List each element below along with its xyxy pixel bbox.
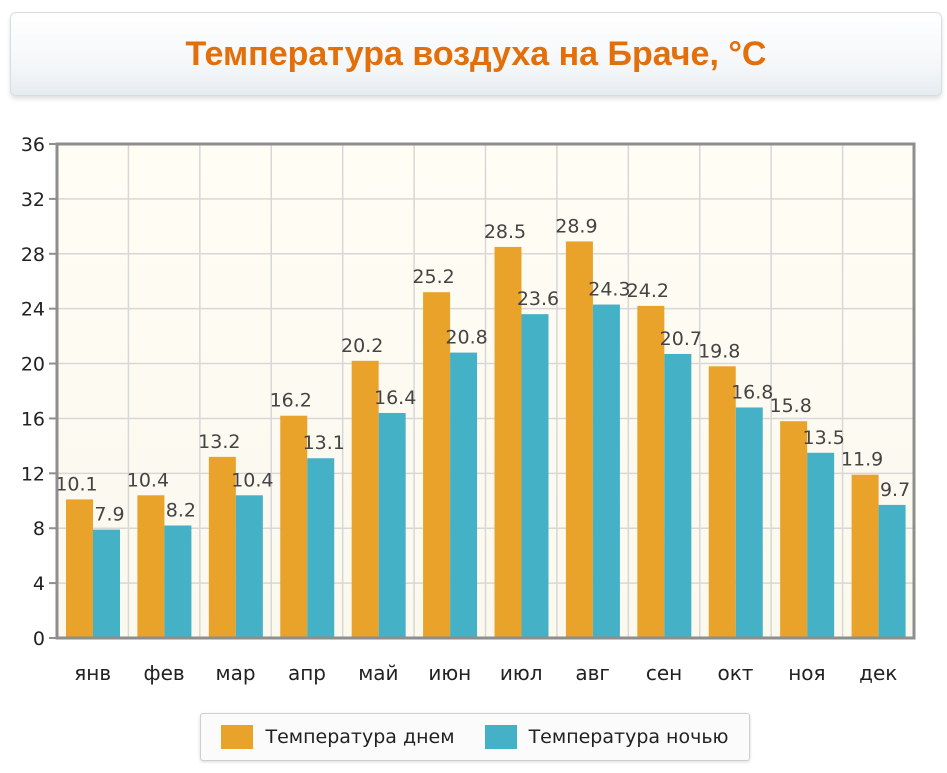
- data-label-night: 10.4: [231, 469, 273, 491]
- x-tick-label: май: [358, 661, 398, 685]
- y-tick-label: 12: [21, 463, 45, 485]
- bar-day[interactable]: [637, 305, 665, 638]
- data-label-day: 10.1: [55, 473, 97, 495]
- bar-night[interactable]: [378, 412, 406, 638]
- data-label-night: 13.1: [303, 432, 345, 454]
- y-tick-label: 8: [33, 518, 45, 540]
- bar-night[interactable]: [93, 529, 120, 638]
- bar-day[interactable]: [208, 456, 236, 638]
- bar-night[interactable]: [164, 525, 192, 638]
- bar-day[interactable]: [708, 366, 736, 638]
- y-tick-label: 24: [21, 299, 45, 321]
- y-tick-label: 20: [21, 354, 45, 376]
- data-label-night: 24.3: [588, 279, 630, 301]
- bar-night[interactable]: [521, 314, 549, 638]
- data-label-night: 16.4: [374, 387, 416, 409]
- data-label-night: 7.9: [94, 504, 124, 526]
- y-tick-label: 4: [33, 573, 45, 595]
- legend-swatch-night: [484, 725, 517, 749]
- legend-item-day[interactable]: Температура днем: [221, 725, 455, 749]
- data-label-night: 20.8: [445, 327, 487, 349]
- x-tick-label: апр: [288, 661, 326, 685]
- y-tick-label: 32: [21, 189, 45, 211]
- y-tick-label: 16: [21, 408, 45, 430]
- x-tick-label: сен: [646, 661, 682, 685]
- data-label-night: 8.2: [166, 499, 196, 521]
- bar-day[interactable]: [780, 421, 808, 638]
- y-tick-label: 0: [33, 628, 45, 650]
- legend-label-night: Температура ночью: [528, 726, 729, 748]
- data-label-day: 16.2: [270, 390, 312, 412]
- data-label-day: 10.4: [127, 469, 169, 491]
- chart-title-bar: Температура воздуха на Браче, °C: [10, 12, 942, 96]
- bar-day[interactable]: [851, 474, 879, 638]
- bar-night[interactable]: [664, 353, 692, 638]
- data-label-night: 16.8: [731, 381, 773, 403]
- chart-title: Температура воздуха на Браче, °C: [185, 34, 767, 73]
- x-tick-label: мар: [216, 661, 256, 685]
- data-label-night: 23.6: [517, 288, 559, 310]
- data-label-day: 15.8: [770, 395, 812, 417]
- bars: [66, 241, 906, 638]
- bar-night[interactable]: [235, 495, 263, 638]
- data-label-day: 28.9: [555, 215, 597, 237]
- y-tick-label: 36: [21, 134, 45, 156]
- x-tick-label: ноя: [788, 661, 825, 685]
- data-label-day: 13.2: [198, 431, 240, 453]
- legend-label-day: Температура днем: [265, 726, 455, 748]
- y-tick-label: 28: [21, 244, 45, 266]
- x-tick-label: окт: [717, 661, 753, 685]
- x-tick-label: фев: [144, 661, 185, 685]
- legend-swatch-day: [221, 725, 254, 749]
- bar-night[interactable]: [735, 407, 763, 638]
- x-tick-label: июл: [500, 661, 543, 685]
- data-label-day: 19.8: [698, 340, 740, 362]
- x-tick-label: авг: [575, 661, 610, 685]
- bar-day[interactable]: [66, 499, 93, 638]
- bar-night[interactable]: [450, 352, 478, 638]
- bar-day[interactable]: [137, 495, 165, 638]
- bar-day[interactable]: [565, 241, 593, 638]
- bar-night[interactable]: [878, 504, 906, 638]
- data-label-day: 24.2: [627, 280, 669, 302]
- data-labels: 10.1 10.4 13.2 16.2 20.2 25.2 28.5 28.9 24.2 19.8…: [55, 215, 910, 525]
- data-label-day: 25.2: [412, 266, 454, 288]
- bar-day[interactable]: [351, 360, 379, 638]
- x-tick-label: июн: [428, 661, 471, 685]
- x-axis: янв фев мар апр май июн июл авг сен окт ноя дек: [74, 661, 897, 685]
- data-label-day: 11.9: [841, 449, 883, 471]
- bar-day[interactable]: [423, 292, 451, 638]
- data-label-day: 20.2: [341, 335, 383, 357]
- legend: Температура днем Температура ночью: [200, 713, 750, 761]
- bar-day[interactable]: [280, 415, 308, 638]
- bar-night[interactable]: [807, 452, 835, 638]
- legend-item-night[interactable]: Температура ночью: [484, 725, 729, 749]
- data-label-day: 28.5: [484, 221, 526, 243]
- bar-night[interactable]: [307, 458, 335, 638]
- x-tick-label: янв: [74, 661, 111, 685]
- x-tick-label: дек: [859, 661, 897, 685]
- bar-day[interactable]: [494, 246, 522, 638]
- data-label-night: 13.5: [803, 427, 845, 449]
- data-label-night: 9.7: [880, 479, 910, 501]
- plot-frame: [55, 142, 916, 640]
- bar-night[interactable]: [592, 304, 620, 638]
- y-axis: 0 4 8 12 16 20 24 28 32 36: [21, 134, 57, 650]
- data-label-night: 20.7: [660, 328, 702, 350]
